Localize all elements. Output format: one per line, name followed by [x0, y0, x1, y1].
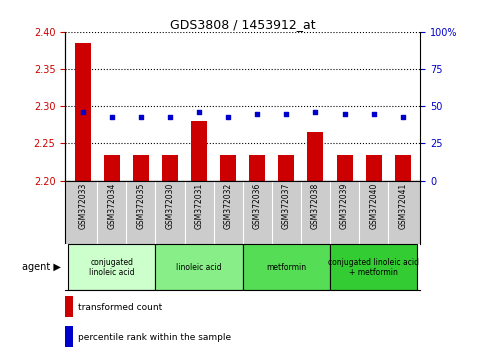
- Text: GSM372038: GSM372038: [311, 182, 320, 229]
- Text: linoleic acid: linoleic acid: [176, 263, 222, 272]
- Point: [195, 109, 203, 115]
- Text: GSM372037: GSM372037: [282, 182, 291, 229]
- Bar: [337, 154, 353, 181]
- Bar: [278, 154, 294, 181]
- Point: [341, 111, 348, 116]
- Bar: [243, 244, 330, 290]
- Text: GSM372036: GSM372036: [253, 182, 262, 229]
- Text: conjugated linoleic acid
+ metformin: conjugated linoleic acid + metformin: [328, 258, 419, 277]
- Point: [108, 114, 115, 119]
- Text: GSM372035: GSM372035: [136, 182, 145, 229]
- Bar: [191, 121, 207, 181]
- Bar: [249, 154, 265, 181]
- Bar: [104, 154, 120, 181]
- Text: GSM372031: GSM372031: [195, 182, 203, 229]
- Point: [79, 109, 86, 115]
- Title: GDS3808 / 1453912_at: GDS3808 / 1453912_at: [170, 18, 315, 31]
- Bar: [162, 154, 178, 181]
- Bar: [65, 326, 73, 348]
- Text: agent ▶: agent ▶: [22, 262, 60, 272]
- Bar: [330, 244, 417, 290]
- Bar: [133, 154, 149, 181]
- Bar: [68, 244, 156, 290]
- Bar: [366, 154, 382, 181]
- Point: [224, 114, 232, 119]
- Bar: [65, 296, 73, 317]
- Point: [370, 111, 378, 116]
- Point: [137, 114, 145, 119]
- Text: transformed count: transformed count: [78, 303, 162, 312]
- Point: [399, 114, 407, 119]
- Point: [166, 114, 174, 119]
- Text: GSM372040: GSM372040: [369, 182, 378, 229]
- Point: [312, 109, 319, 115]
- Text: GSM372041: GSM372041: [398, 182, 407, 229]
- Text: conjugated
linoleic acid: conjugated linoleic acid: [89, 258, 135, 277]
- Bar: [75, 43, 91, 181]
- Point: [283, 111, 290, 116]
- Point: [254, 111, 261, 116]
- Text: metformin: metformin: [266, 263, 306, 272]
- Text: GSM372030: GSM372030: [166, 182, 174, 229]
- Bar: [220, 154, 236, 181]
- Bar: [395, 154, 411, 181]
- Text: GSM372033: GSM372033: [78, 182, 87, 229]
- Text: GSM372039: GSM372039: [340, 182, 349, 229]
- Bar: [156, 244, 243, 290]
- Text: GSM372034: GSM372034: [107, 182, 116, 229]
- Bar: [308, 132, 324, 181]
- Text: percentile rank within the sample: percentile rank within the sample: [78, 333, 231, 342]
- Text: GSM372032: GSM372032: [224, 182, 233, 229]
